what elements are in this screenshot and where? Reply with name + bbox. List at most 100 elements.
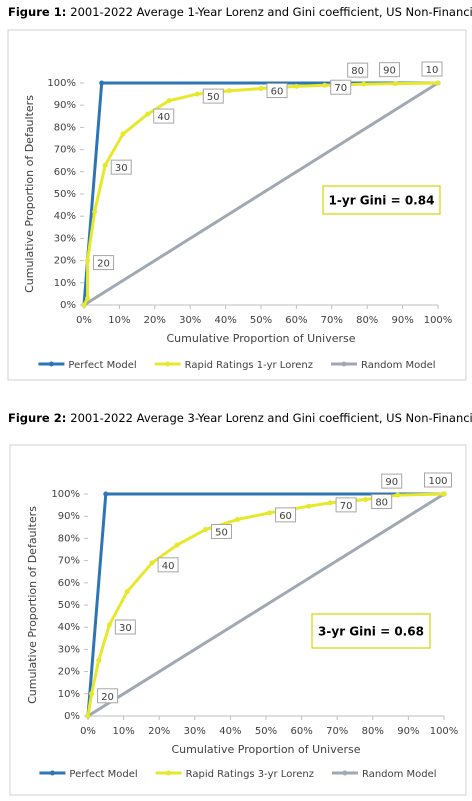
legend-label: Perfect Model <box>68 360 136 371</box>
point-label-box <box>110 159 132 175</box>
y-tick-label: 50% <box>54 189 76 200</box>
point <box>293 83 299 89</box>
legend-label: Rapid Ratings 1-yr Lorenz <box>185 360 313 371</box>
point-label: 70 <box>334 83 347 94</box>
point <box>102 162 108 168</box>
caption-label: Figure 1: <box>8 5 66 19</box>
y-tick-label: 80% <box>58 533 80 544</box>
x-tick-label: 80% <box>362 726 384 737</box>
point <box>92 209 98 215</box>
caption-text: 2001-2022 Average 3-Year Lorenz and Gini… <box>70 411 472 425</box>
point <box>361 81 367 87</box>
y-tick-label: 50% <box>58 600 80 611</box>
gini-label: 3-yr Gini = 0.68 <box>318 625 424 639</box>
point-label: 40 <box>157 112 170 123</box>
caption: Figure 2: 2001-2022 Average 3-Year Lorenz… <box>8 411 472 425</box>
point <box>435 80 441 86</box>
point-label: 50 <box>215 528 228 539</box>
point <box>124 589 130 595</box>
x-axis-label: Cumulative Proportion of Universe <box>171 743 360 756</box>
point <box>258 86 264 92</box>
point-label: 60 <box>271 87 284 98</box>
point-label: 90 <box>383 66 396 77</box>
y-tick-label: 0% <box>64 711 80 722</box>
point-label-box <box>114 619 136 635</box>
y-tick-label: 90% <box>54 100 76 111</box>
x-tick-label: 10% <box>112 726 134 737</box>
x-tick-label: 60% <box>290 726 312 737</box>
y-tick-label: 10% <box>54 278 76 289</box>
point-label: 30 <box>119 623 132 634</box>
y-tick-label: 60% <box>58 578 80 589</box>
point <box>363 497 369 503</box>
x-tick-label: 20% <box>148 726 170 737</box>
x-tick-label: 30% <box>184 726 206 737</box>
point <box>85 258 91 264</box>
legend-item: Random Model <box>330 360 436 371</box>
x-tick-label: 40% <box>219 726 241 737</box>
point-label: 100 <box>428 476 447 487</box>
point-label-box <box>153 108 175 124</box>
legend-marker <box>166 770 172 776</box>
point <box>106 622 112 628</box>
x-tick-label: 0% <box>80 726 96 737</box>
point-label-box <box>210 524 232 540</box>
point-label-box <box>381 473 403 489</box>
point-label: 10 <box>426 65 439 76</box>
y-tick-label: 10% <box>58 689 80 700</box>
point-label: 40 <box>162 561 175 572</box>
point <box>174 542 180 548</box>
point-label-box <box>335 497 357 513</box>
point-label-box <box>347 62 369 78</box>
y-tick-label: 60% <box>54 167 76 178</box>
point <box>96 658 102 663</box>
y-tick-label: 0% <box>60 300 76 311</box>
caption: Figure 1: 2001-2022 Average 1-Year Lorenz… <box>8 5 472 19</box>
point <box>120 131 126 137</box>
y-tick-label: 80% <box>54 122 76 133</box>
y-tick-label: 20% <box>54 256 76 267</box>
point-label-box <box>93 255 115 271</box>
point-label: 90 <box>385 477 398 488</box>
point-label-box <box>371 494 393 510</box>
x-tick-label: 90% <box>391 315 413 326</box>
legend-item: Rapid Ratings 1-yr Lorenz <box>154 360 313 371</box>
point <box>202 527 208 533</box>
legend-item: Random Model <box>331 769 437 780</box>
point <box>99 80 105 86</box>
point-label-box <box>379 62 401 78</box>
point-label: 70 <box>340 501 353 512</box>
y-tick-label: 100% <box>51 489 80 500</box>
x-tick-label: 10% <box>108 315 130 326</box>
point <box>441 491 447 497</box>
series-line <box>87 492 445 718</box>
point-label-box <box>157 557 179 573</box>
point-label-box <box>97 688 119 704</box>
point <box>103 491 109 497</box>
point-label: 30 <box>115 163 128 174</box>
point <box>81 302 87 308</box>
point <box>149 560 155 566</box>
legend-marker <box>341 361 347 367</box>
y-tick-label: 90% <box>58 511 80 522</box>
legend-label: Rapid Ratings 3-yr Lorenz <box>186 769 314 780</box>
gini-box <box>322 185 441 215</box>
x-tick-label: 20% <box>144 315 166 326</box>
gini-box <box>311 613 431 649</box>
gini-label: 1-yr Gini = 0.84 <box>329 194 435 208</box>
point-label: 50 <box>207 92 220 103</box>
point-label-box <box>266 83 288 99</box>
point <box>322 82 328 88</box>
x-tick-label: 90% <box>397 726 419 737</box>
point <box>306 503 312 509</box>
x-tick-label: 100% <box>430 726 459 737</box>
point-label: 60 <box>279 511 292 522</box>
y-tick-label: 40% <box>58 622 80 633</box>
x-tick-label: 80% <box>356 315 378 326</box>
point <box>89 691 95 697</box>
point <box>194 91 200 97</box>
point-label-box <box>202 88 224 104</box>
y-tick-label: 30% <box>58 644 80 655</box>
x-tick-label: 50% <box>255 726 277 737</box>
legend-item: Perfect Model <box>38 360 137 371</box>
